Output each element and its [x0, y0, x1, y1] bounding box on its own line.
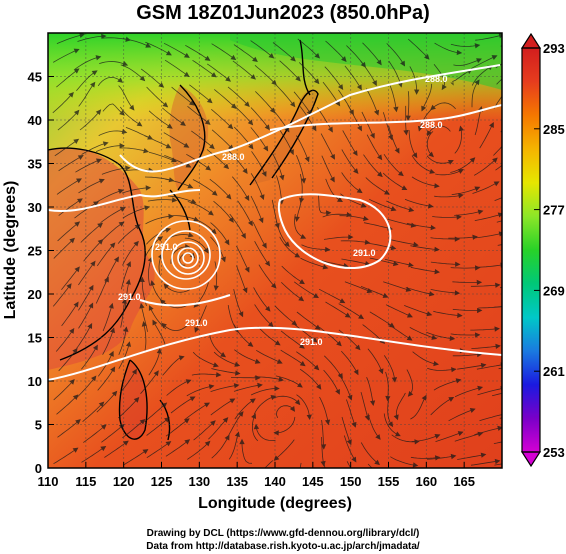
- colorbar-label: 269: [543, 283, 565, 298]
- colorbar-body: [522, 48, 540, 452]
- x-tick-label: 130: [188, 474, 210, 489]
- contour-label: 291.0: [185, 318, 208, 328]
- contour-label: 291.0: [300, 337, 323, 347]
- y-tick-label: 45: [28, 70, 42, 85]
- y-axis-label: Latitude (degrees): [2, 181, 19, 320]
- y-tick-label: 5: [35, 418, 42, 433]
- landmass-asia: [48, 147, 155, 370]
- isotherms: [48, 64, 502, 381]
- x-tick-label: 160: [415, 474, 437, 489]
- isotherm-291-c: [139, 294, 231, 307]
- contour-labels: 288.0 288.0 288.0 291.0 291.0 291.0 291.…: [118, 74, 448, 347]
- y-tick-label: 20: [28, 287, 42, 302]
- colorbar: 293 285 277 269 261 253: [520, 32, 565, 468]
- x-tick-label: 135: [226, 474, 248, 489]
- y-tick-label: 0: [35, 461, 42, 476]
- credit-line-dcl: Drawing by DCL (https://www.gfd-dennou.o…: [146, 528, 420, 539]
- x-tick-label: 140: [264, 474, 286, 489]
- typhoon-vortex: [151, 220, 221, 290]
- isotherm-291-a: [48, 326, 502, 381]
- contour-label: 291.0: [353, 248, 376, 258]
- colorbar-label: 285: [543, 122, 565, 137]
- wind-streamlines: [52, 33, 502, 468]
- map-title: GSM 18Z01Jun2023 (850.0hPa): [136, 2, 430, 24]
- contour-label: 291.0: [155, 242, 178, 252]
- contour-label: 288.0: [222, 152, 245, 162]
- y-axis-ticks: 0 5 10 15 20 25 30 35 40 45: [28, 70, 54, 476]
- y-tick-label: 40: [28, 113, 42, 128]
- colorbar-top-arrow: [522, 34, 540, 48]
- x-tick-label: 145: [302, 474, 324, 489]
- x-tick-label: 150: [340, 474, 362, 489]
- colorbar-label: 277: [543, 203, 565, 218]
- colorbar-label: 293: [543, 41, 565, 56]
- x-tick-label: 110: [38, 474, 59, 489]
- contour-label: 288.0: [425, 74, 448, 84]
- colorbar-bottom-arrow: [522, 452, 540, 466]
- isotherm-288-c: [48, 189, 201, 212]
- isotherm-288-a: [119, 64, 501, 173]
- x-tick-label: 155: [378, 474, 400, 489]
- cool-region-northeast: [230, 33, 502, 90]
- x-axis-label: Longitude (degrees): [198, 495, 352, 512]
- y-tick-label: 35: [28, 157, 42, 172]
- x-tick-label: 115: [75, 474, 96, 489]
- isotherm-291-b: [277, 193, 392, 269]
- x-tick-label: 125: [151, 474, 173, 489]
- contour-label: 288.0: [420, 120, 443, 130]
- contour-label: 291.0: [118, 292, 141, 302]
- y-tick-label: 10: [28, 374, 42, 389]
- x-axis-ticks: 110 115 120 125 130 135 140 145 150 155 160 165: [38, 462, 475, 489]
- y-tick-label: 25: [28, 244, 42, 259]
- x-tick-label: 165: [453, 474, 475, 489]
- x-tick-label: 120: [113, 474, 135, 489]
- colorbar-label: 253: [543, 445, 565, 460]
- colorbar-label: 261: [543, 364, 565, 379]
- isotherm-288-b: [269, 104, 502, 131]
- y-tick-label: 15: [28, 331, 42, 346]
- y-tick-label: 30: [28, 200, 42, 215]
- landmass-philippines: [119, 360, 147, 439]
- credit-line-data: Data from http://database.rish.kyoto-u.a…: [146, 541, 420, 552]
